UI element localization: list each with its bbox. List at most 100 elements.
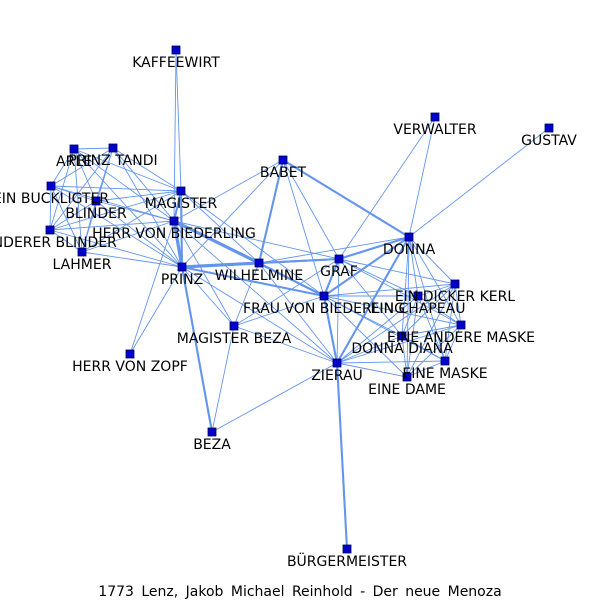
edge-zierau-eine-maske	[336, 360, 446, 364]
edge-magister-lahmer	[81, 190, 182, 253]
node-beza[interactable]	[207, 427, 217, 437]
edge-herr-von-biederling-herr-von-zopf	[129, 220, 175, 355]
edge-ein-chapeau-eine-andere-maske	[417, 295, 462, 326]
node-herr-von-zopf[interactable]	[125, 349, 135, 359]
edge-herr-von-biederling-kaffeewirt	[173, 49, 177, 222]
edge-frau-von-biederling-magister-beza	[233, 295, 325, 327]
node-magister[interactable]	[176, 186, 186, 196]
edge-wilhelmine-zierau	[258, 262, 338, 364]
node-label-ein-dicker-kerl: EIN DICKER KERL	[395, 289, 516, 305]
node-label-eine-andere-maske: EINE ANDERE MASKE	[387, 330, 535, 346]
edge-wilhelmine-frau-von-biederling	[258, 262, 325, 297]
edge-prinz-arle	[73, 148, 183, 268]
edge-ein-chapeau-donna-diana	[401, 295, 419, 337]
edge-eine-maske-eine-dame	[406, 360, 446, 378]
node-label-prinz: PRINZ	[161, 272, 203, 288]
edge-herr-von-biederling-ein-buckligter	[50, 185, 175, 222]
edge-donna-ein-dicker-kerl	[408, 236, 456, 285]
edge-magister-wilhelmine	[180, 190, 260, 264]
edge-donna-eine-maske	[408, 236, 446, 362]
node-label-verwalter: VERWALTER	[393, 122, 477, 138]
edge-ein-dicker-kerl-eine-andere-maske	[454, 283, 462, 326]
node-eine-maske[interactable]	[440, 356, 450, 366]
edge-zierau-ein-dicker-kerl	[336, 283, 456, 364]
node-label-herr-von-biederling: HERR VON BIEDERLING	[92, 226, 256, 242]
node-kaffeewirt[interactable]	[171, 45, 181, 55]
node-label-eine-dame: EINE DAME	[368, 382, 446, 398]
edge-donna-eine-andere-maske	[408, 236, 462, 326]
edge-donna-donna-diana	[401, 236, 410, 337]
edge-ein-buckligter-blinder	[50, 185, 97, 202]
edge-frau-von-biederling-ein-dicker-kerl	[323, 283, 456, 297]
edge-donna-verwalter	[408, 116, 436, 238]
node-label-babet: BABET	[260, 165, 307, 181]
node-prinz[interactable]	[177, 262, 187, 272]
edge-frau-von-biederling-zierau	[322, 295, 339, 364]
edge-wilhelmine-babet	[257, 159, 285, 264]
node-babet[interactable]	[278, 155, 288, 165]
node-eine-dame[interactable]	[402, 372, 412, 382]
edge-donna-ein-chapeau	[408, 236, 419, 297]
edge-ein-chapeau-eine-dame	[406, 295, 419, 378]
edge-prinz-magister-beza	[181, 266, 235, 327]
node-ein-dicker-kerl[interactable]	[450, 279, 460, 289]
edge-ein-dicker-kerl-ein-chapeau	[417, 283, 456, 297]
node-ein-chapeau[interactable]	[413, 291, 423, 301]
edge-prinz-prinz-tandi	[112, 147, 183, 268]
edge-graf-verwalter	[338, 116, 436, 260]
node-label-donna: DONNA	[383, 242, 436, 258]
node-herr-von-biederling[interactable]	[169, 216, 179, 226]
node-label-lahmer: LAHMER	[53, 257, 112, 273]
node-prinz-tandi[interactable]	[108, 143, 118, 153]
node-graf[interactable]	[334, 254, 344, 264]
node-label-magister-beza: MAGISTER BEZA	[177, 331, 292, 347]
node-label-eine-maske: EINE MASKE	[402, 366, 487, 382]
node-label-gustav: GUSTAV	[521, 133, 577, 149]
node-label-beza: BEZA	[193, 437, 231, 453]
node-label-anderer-blinder: ANDERER BLINDER	[0, 235, 117, 251]
graph-caption: 1773 Lenz, Jakob Michael Reinhold - Der …	[98, 584, 501, 600]
node-ein-buckligter[interactable]	[46, 181, 56, 191]
node-blinder[interactable]	[91, 196, 101, 206]
edge-graf-donna-diana	[338, 258, 403, 337]
edge-wilhelmine-graf	[258, 257, 340, 265]
edge-magister-anderer-blinder	[49, 190, 182, 231]
node-wilhelmine[interactable]	[254, 258, 264, 268]
node-eine-andere-maske[interactable]	[456, 320, 466, 330]
edge-donna-diana-eine-dame	[401, 335, 408, 378]
edge-blinder-anderer-blinder	[49, 200, 97, 231]
edge-prinz-tandi-anderer-blinder	[49, 147, 114, 231]
edge-graf-donna	[338, 235, 410, 261]
node-label-donna-diana: DONNA DIANA	[351, 341, 453, 357]
edge-magister-kaffeewirt	[175, 49, 182, 192]
edge-graf-eine-andere-maske	[338, 258, 462, 326]
edge-herr-von-biederling-arle	[73, 148, 175, 222]
edge-zierau-magister-beza	[233, 325, 338, 364]
node-arle[interactable]	[69, 144, 79, 154]
node-label-prinz-tandi: PRINZ TANDI	[68, 153, 157, 169]
node-gustav[interactable]	[544, 123, 554, 133]
node-frau-von-biederling[interactable]	[319, 291, 329, 301]
edge-ein-dicker-kerl-donna-diana	[401, 283, 456, 337]
edge-magister-arle	[73, 148, 182, 192]
node-verwalter[interactable]	[430, 112, 440, 122]
edge-eine-andere-maske-donna-diana	[401, 324, 462, 337]
edge-arle-lahmer	[73, 148, 83, 253]
node-donna[interactable]	[404, 232, 414, 242]
edge-zierau-beza	[211, 362, 338, 433]
node-donna-diana[interactable]	[397, 331, 407, 341]
node-zierau[interactable]	[332, 358, 342, 368]
edge-arle-ein-buckligter	[50, 148, 75, 187]
node-buergermeister[interactable]	[342, 544, 352, 554]
node-magister-beza[interactable]	[229, 321, 239, 331]
edge-frau-von-biederling-eine-andere-maske	[323, 295, 462, 326]
edge-magister-frau-von-biederling	[180, 190, 325, 297]
edge-herr-von-biederling-graf	[173, 220, 340, 260]
edge-herr-von-biederling-magister	[172, 190, 183, 222]
node-lahmer[interactable]	[77, 247, 87, 257]
edge-ein-buckligter-lahmer	[50, 185, 83, 253]
edge-babet-frau-von-biederling	[282, 159, 325, 297]
node-anderer-blinder[interactable]	[45, 225, 55, 235]
edge-babet-donna	[282, 159, 410, 238]
